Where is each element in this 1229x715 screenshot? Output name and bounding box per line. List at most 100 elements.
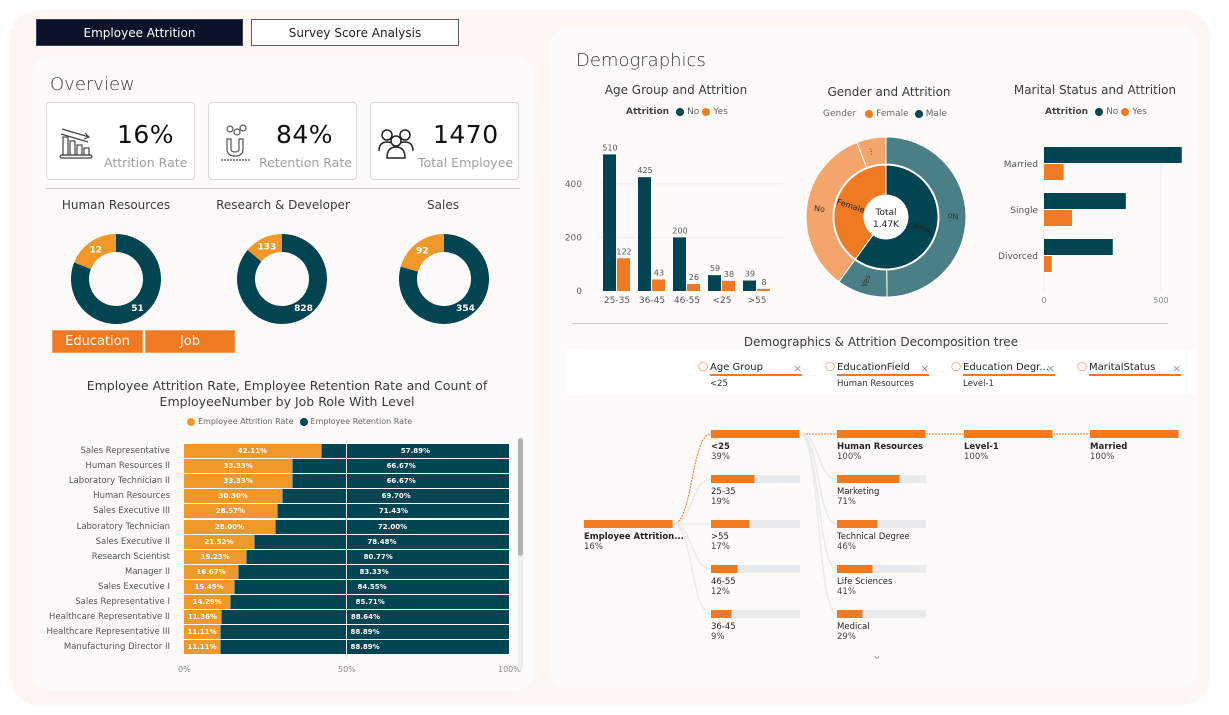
tab-employee-attrition[interactable]: Employee Attrition bbox=[36, 19, 243, 46]
lightbulb-icon[interactable]: ◯ bbox=[1077, 362, 1088, 372]
filter-name[interactable]: MaritalStatus bbox=[1089, 362, 1181, 376]
job-role-scroll-thumb[interactable] bbox=[518, 438, 523, 556]
bar-segment-retention[interactable]: 78.48% bbox=[253, 534, 509, 549]
bar-segment-attrition[interactable]: 30.30% bbox=[184, 489, 283, 504]
bar-segment-attrition[interactable]: 21.52% bbox=[184, 534, 254, 549]
job-role-row[interactable]: Sales Executive I 15.45% 84.55% bbox=[40, 579, 509, 594]
job-role-row[interactable]: Sales Executive III 28.57% 71.43% bbox=[40, 504, 509, 519]
job-role-row[interactable]: Sales Representative I 14.29% 85.71% bbox=[40, 595, 509, 609]
bar-yes[interactable] bbox=[757, 288, 770, 291]
bar-segment-attrition[interactable]: 16.67% bbox=[184, 564, 239, 579]
lightbulb-icon[interactable]: ◯ bbox=[825, 362, 836, 372]
donut-slice-no[interactable] bbox=[237, 234, 327, 324]
bar-no[interactable] bbox=[1044, 239, 1113, 255]
bar-segment-retention[interactable]: 88.89% bbox=[220, 625, 509, 640]
donut-slice-yes[interactable] bbox=[400, 234, 444, 272]
tree-node-age[interactable]: 46-55 12% bbox=[711, 565, 800, 597]
chevron-down-icon[interactable]: ⌄ bbox=[872, 648, 883, 662]
sunburst-inner-male[interactable] bbox=[854, 164, 939, 270]
bar-segment-attrition[interactable]: 14.29% bbox=[184, 595, 231, 609]
bar-segment-retention[interactable]: 57.89% bbox=[320, 444, 509, 458]
bar-segment-retention[interactable]: 66.67% bbox=[292, 474, 509, 489]
job-button[interactable]: Job bbox=[145, 330, 235, 353]
job-role-row[interactable]: Healthcare Representative II 11.36% 88.64% bbox=[40, 610, 509, 625]
tab-survey-score-analysis[interactable]: Survey Score Analysis bbox=[251, 19, 459, 46]
bar-yes[interactable] bbox=[687, 284, 700, 291]
bar-segment-attrition[interactable]: 33.33% bbox=[184, 459, 293, 474]
close-icon[interactable]: × bbox=[1046, 362, 1056, 375]
job-role-scrollbar[interactable] bbox=[518, 438, 523, 670]
donut-slice-no[interactable] bbox=[399, 234, 489, 324]
bar-yes[interactable] bbox=[1044, 210, 1073, 226]
lightbulb-icon[interactable]: ◯ bbox=[698, 362, 709, 372]
tree-node-age[interactable]: >55 17% bbox=[711, 520, 800, 552]
bar-segment-retention[interactable]: 88.89% bbox=[220, 640, 509, 655]
tree-node-age[interactable]: 25-35 19% bbox=[711, 475, 800, 507]
job-role-row[interactable]: Laboratory Technician II 33.33% 66.67% bbox=[40, 474, 509, 489]
job-role-row[interactable]: Human Resources II 33.33% 66.67% bbox=[40, 459, 509, 474]
bar-segment-attrition[interactable]: 28.00% bbox=[184, 519, 275, 534]
bar-no[interactable] bbox=[673, 237, 686, 291]
bar-yes[interactable] bbox=[652, 279, 665, 291]
bar-segment-attrition[interactable]: 19.23% bbox=[184, 549, 247, 564]
tree-node-education-field[interactable]: Marketing 71% bbox=[837, 475, 926, 507]
close-icon[interactable]: × bbox=[793, 362, 803, 375]
bar-segment-attrition[interactable]: 11.11% bbox=[184, 625, 221, 640]
bar-segment-retention[interactable]: 71.43% bbox=[276, 504, 509, 519]
bar-segment-attrition[interactable]: 11.11% bbox=[184, 640, 221, 655]
tree-node-marital-status[interactable]: Married 100% bbox=[1090, 430, 1179, 462]
tree-node-education-field[interactable]: Technical Degree 46% bbox=[837, 520, 926, 552]
bar-segment-retention[interactable]: 88.64% bbox=[220, 610, 509, 625]
donut-chart-rd[interactable]: 133 828 bbox=[237, 234, 327, 324]
bar-no[interactable] bbox=[708, 275, 721, 291]
education-button[interactable]: Education bbox=[52, 330, 143, 353]
filter-name[interactable]: EducationField bbox=[837, 362, 929, 376]
bar-segment-retention[interactable]: 85.71% bbox=[230, 595, 509, 609]
bar-yes[interactable] bbox=[722, 280, 735, 291]
tree-node-education-degree[interactable]: Level-1 100% bbox=[964, 430, 1053, 462]
tree-node-education-field[interactable]: Medical 29% bbox=[837, 610, 926, 642]
bar-segment-retention[interactable]: 72.00% bbox=[275, 519, 509, 534]
bar-yes[interactable] bbox=[1044, 164, 1064, 180]
job-role-row[interactable]: Human Resources 30.30% 69.70% bbox=[40, 489, 509, 504]
job-role-row[interactable]: Sales Executive II 21.52% 78.48% bbox=[40, 534, 509, 549]
bar-segment-retention[interactable]: 80.77% bbox=[246, 549, 509, 564]
donut-chart-hr[interactable]: 12 51 bbox=[71, 234, 161, 324]
job-role-row[interactable]: Sales Representative 42.11% 57.89% bbox=[40, 444, 509, 458]
tree-node-education-field[interactable]: Human Resources 100% bbox=[837, 430, 926, 462]
sunburst-outer-male-no[interactable] bbox=[885, 136, 967, 298]
bar-no[interactable] bbox=[638, 177, 651, 291]
donut-chart-sales[interactable]: 92 354 bbox=[399, 234, 489, 324]
job-role-row[interactable]: Manufacturing Director II 11.11% 88.89% bbox=[40, 640, 509, 655]
tree-node-age[interactable]: 36-45 9% bbox=[711, 610, 800, 642]
bar-segment-retention[interactable]: 83.33% bbox=[238, 564, 509, 579]
close-icon[interactable]: × bbox=[1172, 362, 1182, 375]
bar-no[interactable] bbox=[603, 154, 616, 291]
bar-no[interactable] bbox=[1044, 147, 1182, 163]
bar-segment-attrition[interactable]: 11.36% bbox=[184, 610, 221, 625]
bar-segment-retention[interactable]: 66.67% bbox=[292, 459, 509, 474]
sunburst-outer-female-yes[interactable] bbox=[856, 136, 887, 169]
filter-name[interactable]: Education Degr... bbox=[963, 362, 1055, 376]
job-role-row[interactable]: Healthcare Representative III 11.11% 88.89… bbox=[40, 625, 509, 640]
tree-node-education-field[interactable]: Life Sciences 41% bbox=[837, 565, 926, 597]
bar-segment-attrition[interactable]: 28.57% bbox=[184, 504, 277, 519]
tree-root-node[interactable]: Employee Attrition... 16% bbox=[584, 520, 684, 552]
job-role-row[interactable]: Laboratory Technician 28.00% 72.00% bbox=[40, 519, 509, 534]
bar-yes[interactable] bbox=[1044, 256, 1052, 272]
sunburst-inner-female[interactable] bbox=[833, 164, 887, 260]
tree-node-age[interactable]: <25 39% bbox=[711, 430, 800, 462]
bar-segment-retention[interactable]: 84.55% bbox=[234, 579, 509, 594]
filter-name[interactable]: Age Group bbox=[710, 362, 802, 376]
donut-slice-yes[interactable] bbox=[247, 234, 282, 262]
job-role-row[interactable]: Manager II 16.67% 83.33% bbox=[40, 564, 509, 579]
close-icon[interactable]: × bbox=[920, 362, 930, 375]
bar-segment-attrition[interactable]: 33.33% bbox=[184, 474, 293, 489]
bar-no[interactable] bbox=[743, 280, 756, 291]
lightbulb-icon[interactable]: ◯ bbox=[951, 362, 962, 372]
bar-segment-attrition[interactable]: 42.11% bbox=[184, 444, 321, 458]
bar-segment-attrition[interactable]: 15.45% bbox=[184, 579, 235, 594]
bar-no[interactable] bbox=[1044, 193, 1126, 209]
donut-slice-no[interactable] bbox=[71, 234, 161, 324]
